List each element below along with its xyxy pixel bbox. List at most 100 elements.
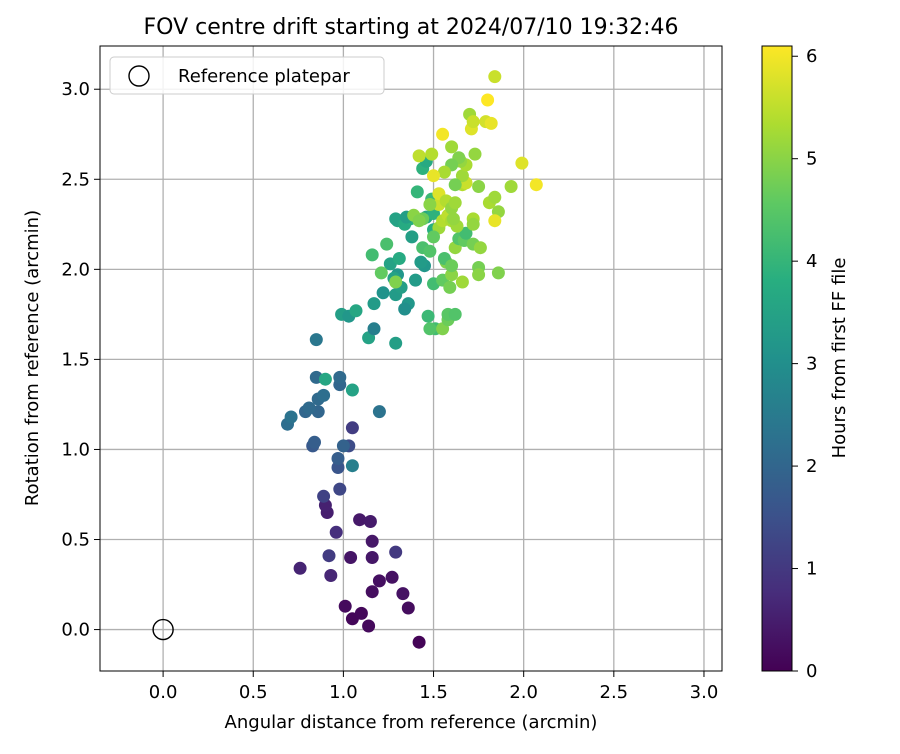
data-point (389, 545, 403, 559)
colorbar-ticks: 0 1 2 3 4 5 6 (792, 46, 817, 682)
x-tick-label: 0.5 (239, 682, 268, 703)
y-tick-label: 0.5 (61, 530, 90, 551)
colorbar-tick-label: 4 (806, 251, 817, 272)
data-point (333, 370, 347, 384)
reference-marker (152, 618, 174, 641)
chart-title: FOV centre drift starting at 2024/07/10 … (144, 15, 679, 40)
data-point (331, 452, 345, 465)
data-point (354, 606, 368, 620)
data-point (436, 127, 450, 141)
data-point (423, 198, 437, 211)
data-point (459, 226, 473, 240)
data-point (446, 212, 460, 226)
data-point (472, 180, 486, 193)
data-point (284, 410, 298, 424)
data-point (488, 190, 502, 204)
data-point (380, 237, 394, 251)
data-point (437, 165, 451, 179)
data-point (362, 619, 376, 633)
data-point (445, 268, 459, 282)
data-point (443, 280, 457, 294)
data-point (322, 549, 336, 563)
data-point (367, 297, 381, 311)
data-point (515, 156, 529, 170)
data-point (365, 248, 379, 262)
data-point (367, 322, 381, 336)
data-point (376, 286, 390, 300)
data-point (481, 93, 495, 107)
data-point (396, 587, 410, 601)
data-point (468, 147, 482, 161)
data-point (466, 217, 480, 231)
plot-frame (99, 45, 723, 672)
data-point (409, 273, 422, 287)
x-tick-label: 1.5 (419, 682, 448, 703)
data-point (338, 599, 352, 613)
data-point (473, 241, 487, 255)
x-tick-label: 2.0 (509, 682, 538, 703)
data-point (472, 268, 486, 282)
data-point (445, 140, 459, 154)
y-tick-label: 3.0 (61, 79, 90, 100)
data-point (365, 551, 379, 564)
data-point (412, 214, 426, 228)
data-point (365, 534, 379, 548)
data-point (309, 333, 323, 347)
y-tick-label: 2.0 (61, 259, 90, 280)
data-point (401, 601, 415, 615)
data-point (363, 515, 377, 528)
data-point (448, 307, 462, 321)
data-points-layer (281, 70, 543, 649)
data-point (317, 388, 331, 402)
data-point (392, 252, 406, 265)
data-point (445, 259, 459, 273)
y-axis-ticks: 0.0 0.5 1.0 1.5 2.0 2.5 3.0 (61, 79, 100, 641)
legend-reference-marker (128, 65, 150, 87)
x-axis-label: Angular distance from reference (arcmin) (225, 712, 598, 733)
data-point (488, 70, 502, 84)
data-point (455, 169, 469, 183)
y-tick-label: 1.5 (61, 349, 90, 370)
legend-reference-label: Reference platepar (178, 66, 350, 87)
data-point (455, 275, 469, 289)
grid-layer (100, 46, 722, 671)
x-axis-ticks: 0.0 0.5 1.0 1.5 2.0 2.5 3.0 (149, 671, 719, 703)
data-point (410, 185, 424, 199)
data-point (488, 214, 502, 228)
data-point (317, 489, 331, 503)
y-axis-label: Rotation from reference (arcmin) (22, 210, 43, 506)
data-point (353, 513, 367, 527)
data-point (389, 336, 403, 350)
data-point (427, 169, 440, 183)
data-point (365, 585, 379, 599)
data-point (336, 439, 350, 453)
data-point (448, 178, 462, 192)
y-tick-label: 2.5 (61, 169, 90, 190)
data-point (423, 244, 437, 258)
data-point (389, 275, 403, 289)
x-tick-label: 3.0 (690, 682, 719, 703)
data-point (423, 322, 437, 336)
data-point (324, 569, 338, 582)
data-point (372, 574, 386, 588)
data-point (374, 266, 388, 280)
x-tick-label: 2.5 (600, 682, 629, 703)
data-point (308, 435, 321, 449)
legend-box (109, 56, 385, 95)
data-point (333, 482, 347, 496)
colorbar-tick-label: 2 (806, 456, 817, 477)
data-point (425, 147, 439, 161)
data-point (345, 459, 359, 473)
data-point (448, 196, 462, 210)
data-point (414, 255, 428, 269)
colorbar-tick-label: 6 (806, 46, 817, 67)
data-point (491, 266, 505, 280)
data-point (412, 635, 426, 649)
y-tick-label: 0.0 (61, 620, 90, 641)
data-point (484, 116, 498, 130)
colorbar-tick-label: 0 (806, 661, 817, 682)
colorbar-tick-label: 5 (806, 149, 817, 170)
colorbar-tick-label: 3 (806, 354, 817, 375)
data-point (345, 421, 359, 435)
